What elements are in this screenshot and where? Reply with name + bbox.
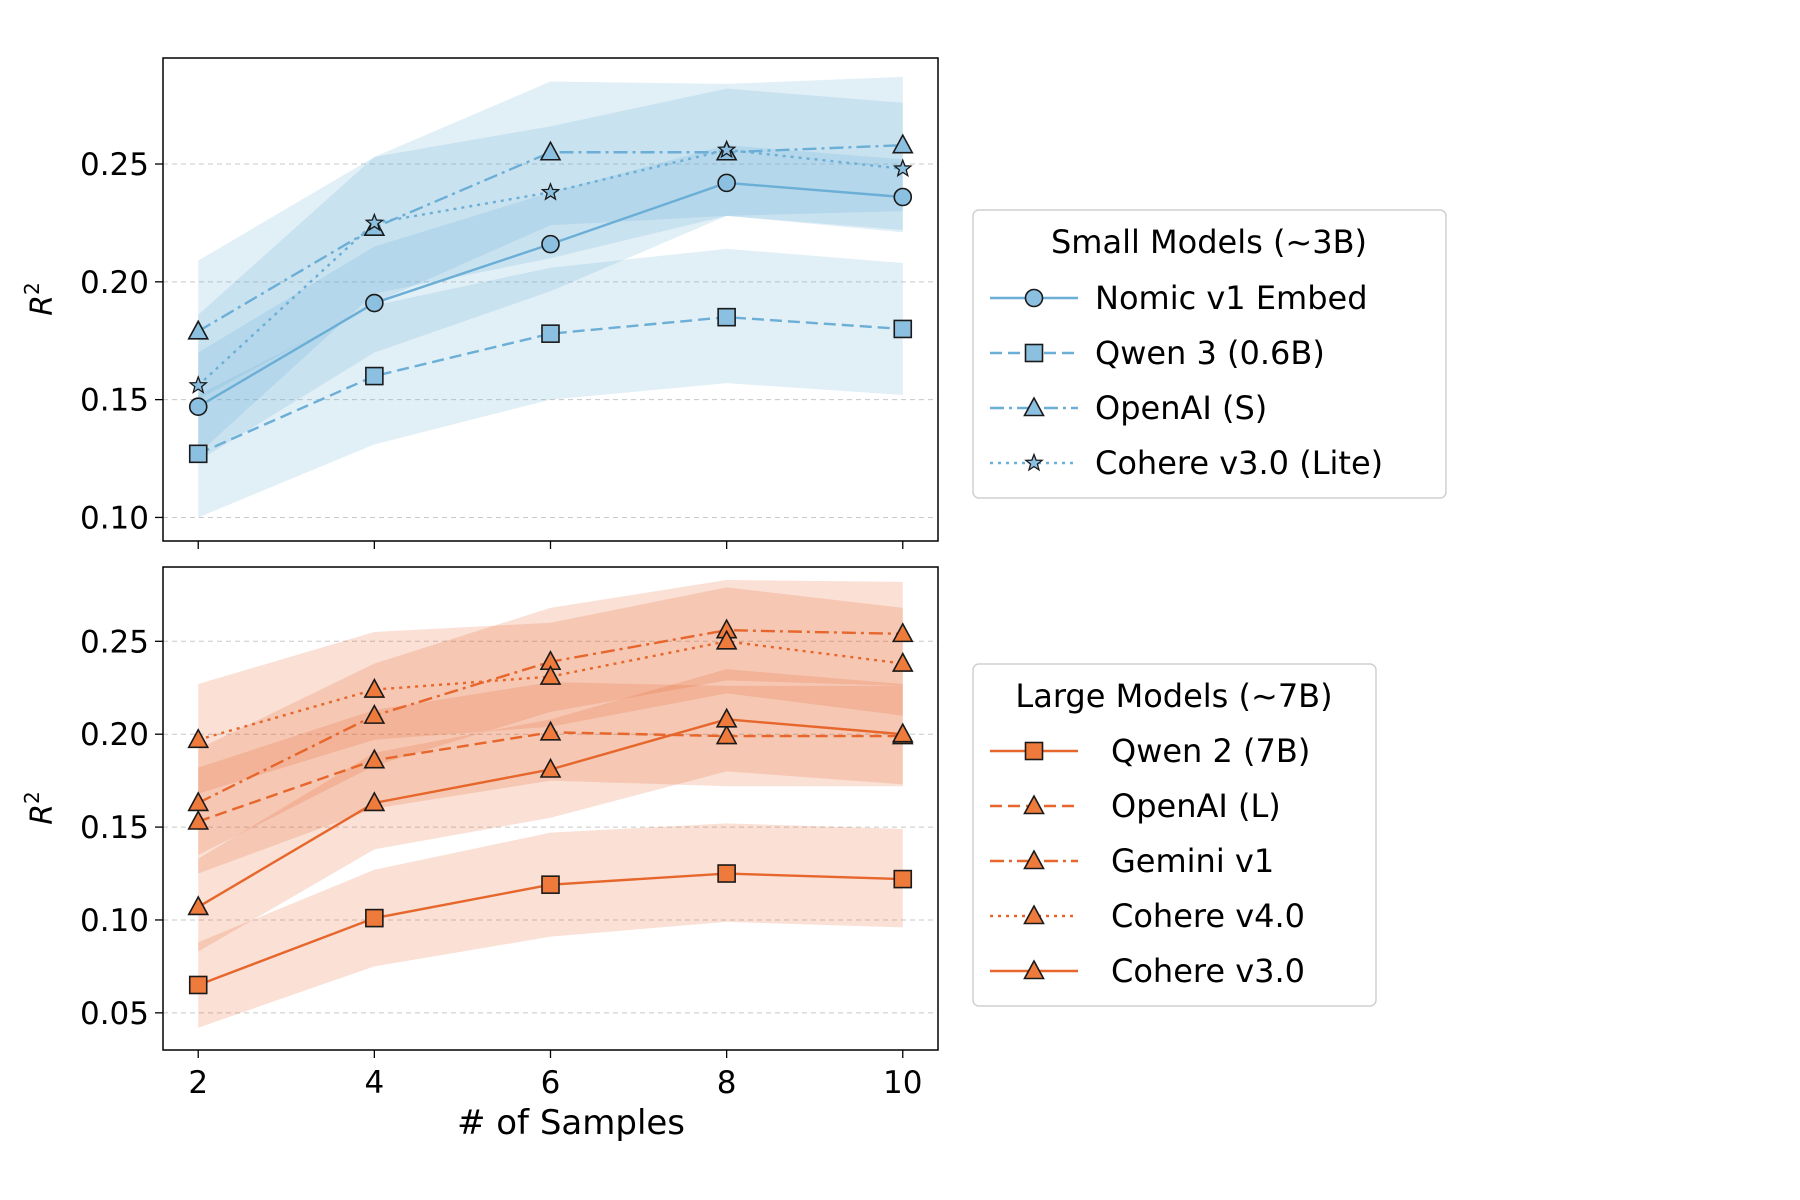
data-point [363, 703, 386, 724]
data-point [363, 677, 386, 698]
data-point [892, 158, 913, 178]
data-point [187, 809, 210, 830]
data-point [187, 895, 210, 916]
data-point [363, 748, 386, 769]
legend-marker [1023, 396, 1045, 417]
data-point [365, 908, 384, 928]
confidence-band [198, 145, 903, 461]
data-point [891, 722, 914, 743]
x-tick-label: 2 [188, 1065, 208, 1101]
legend-entry: Qwen 3 (0.6B) [1095, 334, 1325, 372]
series-line [197, 640, 903, 741]
data-point [893, 187, 913, 207]
legend-entry: Gemini v1 [1111, 842, 1274, 880]
data-point [364, 212, 385, 232]
x-axis-label: # of Samples [457, 1103, 685, 1143]
data-point [715, 724, 738, 745]
data-point [541, 324, 560, 343]
legend-title: Small Models (~3B) [1051, 223, 1367, 261]
data-point [891, 651, 914, 672]
data-point [893, 319, 913, 339]
data-point [541, 234, 560, 254]
x-tick-label: 4 [364, 1065, 384, 1101]
y-tick-label: 0.25 [80, 624, 149, 660]
y-tick-label: 0.15 [80, 383, 149, 419]
data-point [188, 444, 208, 464]
legend-entry: OpenAI (S) [1095, 389, 1267, 427]
data-point [365, 293, 384, 313]
legend-entry: Qwen 2 (7B) [1111, 732, 1310, 770]
legend-marker [1023, 904, 1045, 925]
legend: Small Models (~3B) Nomic v1 Embed Qwen 3 (… [972, 209, 1447, 499]
y-tick-label: 0.25 [80, 147, 149, 183]
legend-entry: Cohere v4.0 [1111, 897, 1305, 935]
x-tick-label: 6 [541, 1065, 561, 1101]
legend-entry: Cohere v3.0 [1111, 952, 1305, 990]
legend-entry: Cohere v3.0 (Lite) [1095, 444, 1383, 482]
top-chart-panel: 0.10 0.15 0.20 0.25 R2 Small Models (~3B) Nomi… [20, 57, 1447, 549]
axes-frame [162, 57, 939, 542]
legend-marker [1023, 794, 1045, 815]
data-point [188, 397, 208, 417]
bottom-chart-panel: 0.05 0.10 0.15 0.20 0.25 2 4 6 8 10 R2 Large Models… [20, 566, 1377, 1101]
data-point [187, 728, 210, 749]
legend-marker [1024, 288, 1044, 308]
legend-box [972, 209, 1447, 499]
legend-marker [1024, 741, 1044, 761]
x-tick-label: 8 [717, 1065, 737, 1101]
y-tick-label: 0.10 [80, 903, 149, 939]
data-point [365, 366, 384, 386]
axes-frame [162, 566, 939, 1051]
legend-title: Large Models (~7B) [1015, 677, 1332, 715]
data-point [539, 664, 562, 685]
data-point [188, 975, 208, 995]
data-point [540, 181, 561, 201]
data-point [363, 791, 386, 812]
data-point [717, 864, 736, 883]
legend-marker [1023, 849, 1045, 870]
legend-box [972, 663, 1377, 1007]
data-point [539, 720, 562, 741]
data-point [188, 375, 209, 394]
legend-marker [1023, 959, 1045, 980]
data-point [539, 757, 562, 778]
legend-entry: OpenAI (L) [1111, 787, 1281, 825]
data-point [891, 133, 914, 154]
y-tick-label: 0.05 [80, 996, 149, 1032]
y-tick-label: 0.20 [80, 717, 149, 753]
y-axis-label: R2 [20, 791, 60, 825]
legend-marker [1024, 452, 1044, 472]
data-point [716, 139, 737, 159]
y-axis-label: R2 [20, 282, 60, 316]
data-point [891, 622, 914, 643]
y-tick-label: 0.20 [80, 265, 149, 301]
x-tick-label: 10 [883, 1065, 922, 1101]
legend: Large Models (~7B) Qwen 2 (7B) OpenAI (L) G… [972, 663, 1377, 1007]
legend-marker [1024, 343, 1044, 363]
data-point [715, 707, 738, 728]
y-tick-label: 0.15 [80, 810, 149, 846]
legend-entry: Nomic v1 Embed [1095, 279, 1368, 317]
data-point [717, 173, 736, 193]
data-point [541, 875, 560, 894]
data-point [717, 307, 736, 327]
data-point [187, 319, 210, 340]
data-point [187, 791, 210, 812]
series-line [197, 143, 903, 333]
data-point [539, 140, 562, 161]
series-line [197, 315, 903, 455]
data-point [893, 869, 913, 889]
y-tick-label: 0.10 [80, 500, 149, 536]
data-point [715, 629, 738, 650]
